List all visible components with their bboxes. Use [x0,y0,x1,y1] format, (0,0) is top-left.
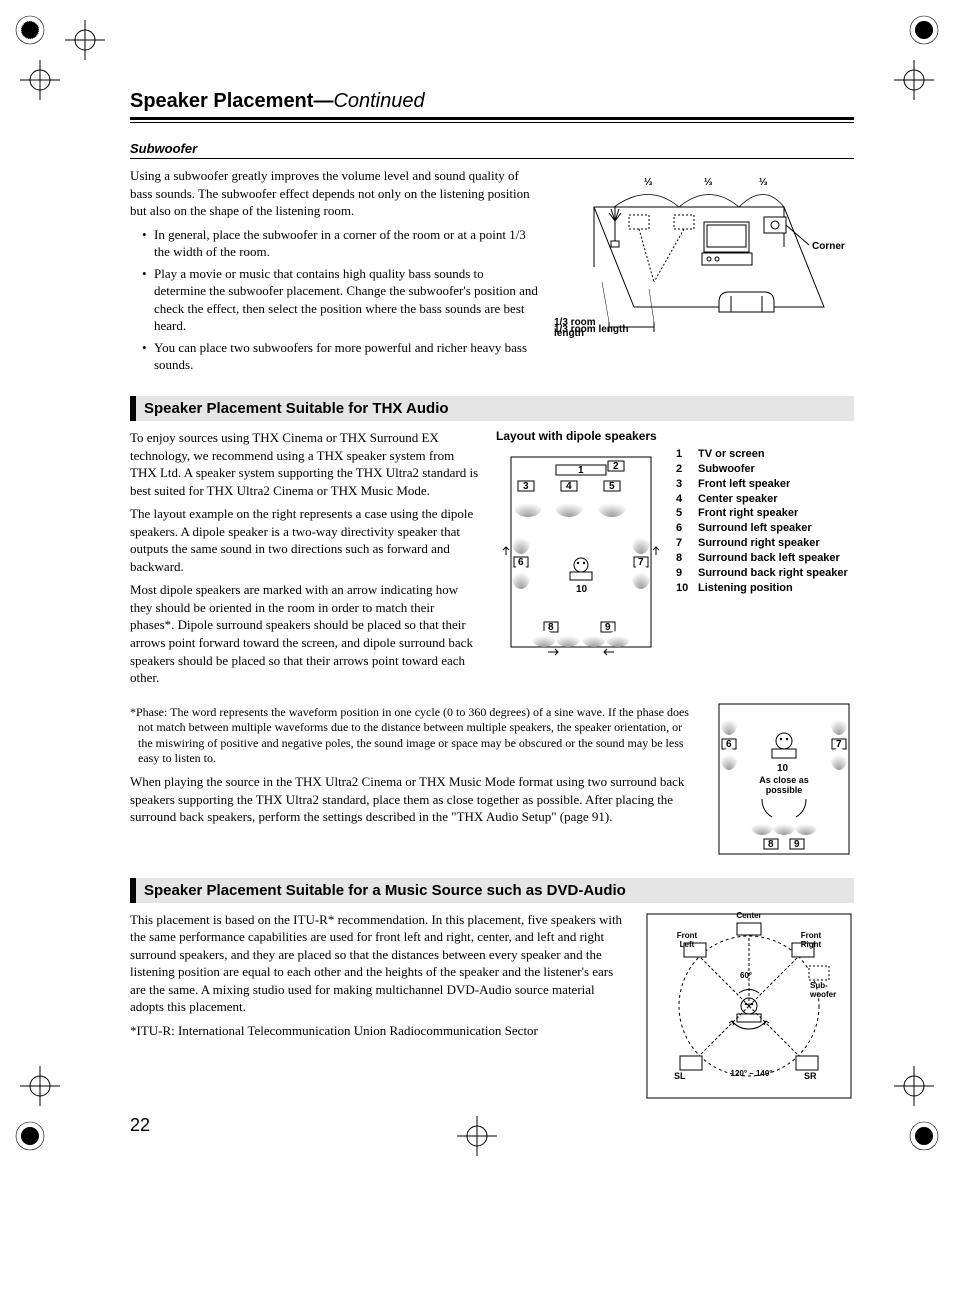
bullet-item: In general, place the subwoofer in a cor… [142,226,538,261]
svg-text:1: 1 [578,465,584,476]
itu-r-circle-diagram: Center Front Left Front Right Sub-woofer… [644,911,854,1101]
page-number: 22 [130,1115,150,1136]
svg-text:9: 9 [794,839,800,850]
page-title: Speaker Placement—Continued [130,90,854,113]
music-note: *ITU-R: International Telecommunication … [130,1022,628,1040]
subwoofer-room-diagram: ⅓ ⅓ ⅓ [554,167,854,377]
music-heading: Speaker Placement Suitable for a Music S… [130,878,854,903]
title-rule [130,117,854,123]
dipole-layout-diagram: 1 2 3 4 5 6 7 [496,447,666,657]
title-sep: — [313,90,333,112]
thx-p3: Most dipole speakers are marked with an … [130,581,480,686]
title-main: Speaker Placement [130,90,313,112]
bullet-item: Play a movie or music that contains high… [142,265,538,335]
bullet-item: You can place two subwoofers for more po… [142,339,538,374]
dipole-legend: 1TV or screen 2Subwoofer 3Front left spe… [676,447,848,595]
svg-text:10: 10 [777,763,789,774]
subwoofer-intro: Using a subwoofer greatly improves the v… [130,167,538,220]
subwoofer-bullets: In general, place the subwoofer in a cor… [130,226,538,374]
svg-text:2: 2 [613,461,619,472]
svg-text:⅓: ⅓ [759,177,767,188]
svg-text:8: 8 [768,839,774,850]
svg-text:4: 4 [566,481,572,492]
dipole-caption: Layout with dipole speakers [496,429,854,443]
thx-heading: Speaker Placement Suitable for THX Audio [130,396,854,421]
svg-text:10: 10 [576,584,588,595]
svg-text:9: 9 [605,622,611,633]
music-p1: This placement is based on the ITU-R* re… [130,911,628,1016]
svg-text:⅓: ⅓ [644,177,652,188]
svg-text:3: 3 [523,481,529,492]
close-together-diagram: 6 7 10 As close as possible 8 9 [714,699,854,859]
thx-p2: The layout example on the right represen… [130,505,480,575]
svg-text:Corner: Corner [812,241,845,252]
svg-text:⅓: ⅓ [704,177,712,188]
phase-footnote: *Phase: The word represents the waveform… [130,705,698,767]
title-continued: Continued [333,90,424,112]
svg-text:8: 8 [548,622,554,633]
svg-text:5: 5 [609,481,615,492]
thx-p1: To enjoy sources using THX Cinema or THX… [130,429,480,499]
subwoofer-heading: Subwoofer [130,141,854,159]
thx-p4: When playing the source in the THX Ultra… [130,773,698,826]
